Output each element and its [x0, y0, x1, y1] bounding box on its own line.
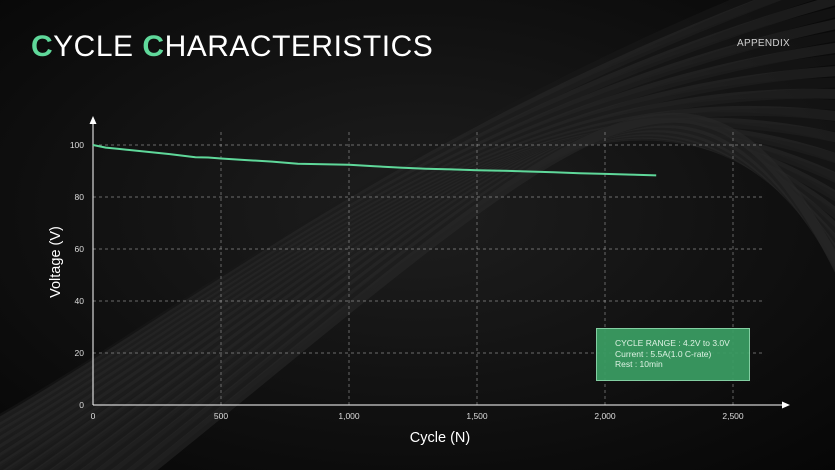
y-axis-arrow	[89, 116, 97, 124]
title-part-1: YCLE	[53, 30, 143, 63]
x-tick-label: 2,000	[594, 411, 616, 421]
y-tick-label: 60	[75, 244, 85, 254]
annotation-line-2: Current : 5.5A(1.0 C-rate)	[615, 348, 712, 359]
y-tick-label: 100	[70, 140, 84, 150]
x-axis-label: Cycle (N)	[410, 430, 470, 446]
x-tick-label: 1,000	[338, 411, 360, 421]
swirl-stroke	[141, 112, 835, 470]
x-tick-label: 0	[91, 411, 96, 421]
voltage-series-line	[92, 144, 657, 177]
title-part-2: HARACTERISTICS	[164, 30, 434, 63]
y-tick-label: 80	[75, 192, 85, 202]
y-axis-label: Voltage (V)	[48, 226, 64, 298]
section-label: APPENDIX	[737, 38, 790, 49]
title-initial-c1: C	[31, 30, 54, 63]
y-tick-label: 20	[75, 348, 85, 358]
annotation-box: CYCLE RANGE : 4.2V to 3.0V Current : 5.5…	[596, 328, 750, 381]
annotation-line-3: Rest : 10min	[615, 359, 663, 369]
page-title: CYCLE CHARACTERISTICS	[31, 30, 433, 64]
x-tick-label: 2,500	[722, 411, 744, 421]
annotation-line-1: CYCLE RANGE : 4.2V to 3.0V	[615, 338, 730, 348]
x-axis-arrow	[782, 401, 790, 409]
y-tick-label: 0	[79, 400, 84, 410]
y-tick-label: 40	[75, 296, 85, 306]
x-tick-label: 1,500	[466, 411, 488, 421]
x-tick-label: 500	[214, 411, 228, 421]
title-initial-c2: C	[142, 30, 165, 63]
